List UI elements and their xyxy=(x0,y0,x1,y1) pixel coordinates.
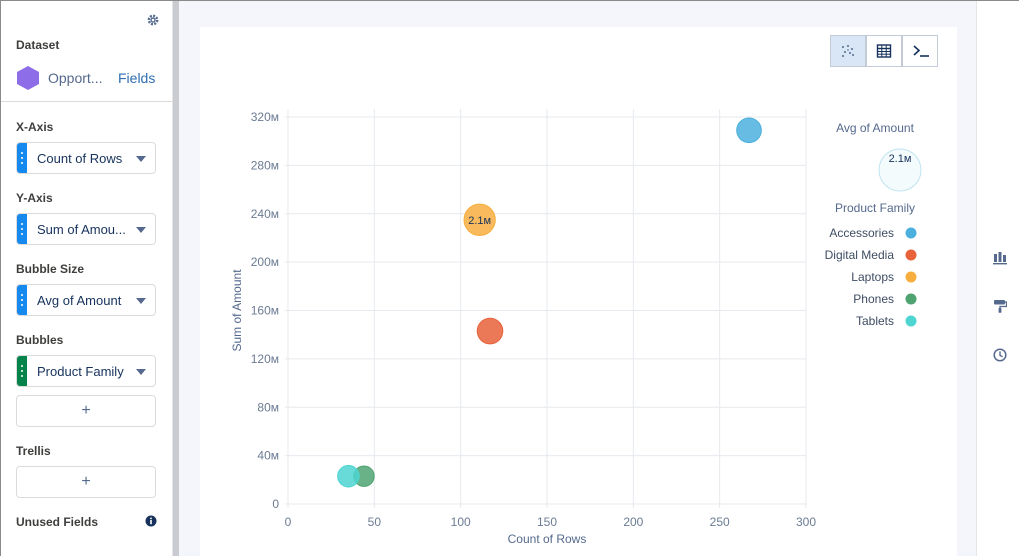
bubble-data-label: 2.1м xyxy=(468,215,491,227)
panel-resize-handle[interactable] xyxy=(173,1,179,556)
table-view-button[interactable] xyxy=(866,35,902,67)
x-tick-label: 100 xyxy=(451,515,471,529)
query-editor-icon xyxy=(913,45,929,57)
view-toolbar xyxy=(830,35,938,67)
x-tick-label: 200 xyxy=(623,515,643,529)
x-tick-label: 0 xyxy=(285,515,292,529)
legend-swatch xyxy=(905,271,917,283)
legend-swatch xyxy=(905,293,917,305)
legend-label: Phones xyxy=(853,292,894,306)
chart-card xyxy=(200,27,957,556)
x-axis-label: X-Axis xyxy=(16,120,54,134)
y-axis-title: Sum of Amount xyxy=(230,269,244,352)
y-tick-label: 80м xyxy=(257,400,279,414)
y-tick-label: 160м xyxy=(251,304,279,318)
y-tick-label: 0 xyxy=(272,497,279,511)
table-view-icon xyxy=(876,44,892,58)
bubble-laptops xyxy=(463,203,496,236)
format-paint-icon[interactable] xyxy=(993,299,1007,313)
add-bubbles-button[interactable]: + xyxy=(16,395,156,427)
history-icon[interactable] xyxy=(993,348,1007,362)
y-axis-label: Y-Axis xyxy=(16,191,53,205)
query-editor-button[interactable] xyxy=(902,35,938,67)
legend-label: Laptops xyxy=(851,270,894,284)
legend-swatch xyxy=(905,227,917,239)
y-axis-pill[interactable]: Sum of Amou... xyxy=(16,213,156,245)
chevron-down-icon[interactable] xyxy=(136,298,146,304)
x-tick-label: 50 xyxy=(368,515,382,529)
dataset-name[interactable]: Opport... xyxy=(48,70,103,86)
x-axis-pill[interactable]: Count of Rows xyxy=(16,142,156,174)
y-tick-label: 320м xyxy=(251,110,279,124)
chart-view-icon xyxy=(842,45,854,57)
drag-handle-icon[interactable] xyxy=(17,143,27,173)
bubbles-label: Bubbles xyxy=(16,333,64,347)
bubble-tablets xyxy=(337,464,360,488)
query-builder-panel: Dataset Opport... Fields X-Axis Count of… xyxy=(1,1,173,556)
y-tick-label: 120м xyxy=(251,352,279,366)
dataset-label: Dataset xyxy=(16,38,60,52)
legend-swatch xyxy=(905,249,917,261)
chevron-down-icon[interactable] xyxy=(136,227,146,233)
size-legend-title: Avg of Amount xyxy=(836,121,914,135)
bubble-digital-media xyxy=(476,317,504,345)
unused-fields-label: Unused Fields xyxy=(16,515,99,529)
legend-title: Product Family xyxy=(835,201,915,215)
drag-handle-icon[interactable] xyxy=(17,285,27,315)
bubble-size-label: Bubble Size xyxy=(16,262,85,276)
y-tick-label: 280м xyxy=(251,158,279,172)
size-legend-bubble xyxy=(878,148,922,192)
trellis-label: Trellis xyxy=(16,444,51,458)
drag-handle-icon[interactable] xyxy=(17,214,27,244)
dataset-row: Opport... Fields xyxy=(16,65,166,91)
bubbles-pill[interactable]: Product Family xyxy=(16,355,156,387)
chart-type-icon[interactable] xyxy=(993,251,1007,265)
bubble-chart: 0 50 100 150 200 250 300 0 40м 80м 120м 160м 200м 240… xyxy=(230,109,922,546)
drag-handle-icon[interactable] xyxy=(17,356,27,386)
size-legend-value: 2.1м xyxy=(889,153,912,165)
x-tick-label: 300 xyxy=(796,515,816,529)
x-axis-value: Count of Rows xyxy=(37,151,123,166)
dataset-hexagon-icon xyxy=(17,66,39,90)
bubble-size-pill[interactable]: Avg of Amount xyxy=(16,284,156,316)
divider xyxy=(1,101,173,102)
gear-icon[interactable] xyxy=(146,13,160,27)
chevron-down-icon[interactable] xyxy=(136,369,146,375)
right-rail xyxy=(976,1,1019,556)
y-tick-label: 40м xyxy=(257,449,279,463)
legend-swatch xyxy=(905,315,917,327)
info-icon[interactable] xyxy=(145,515,157,527)
y-tick-label: 200м xyxy=(251,255,279,269)
add-trellis-button[interactable]: + xyxy=(16,466,156,498)
y-tick-label: 240м xyxy=(251,207,279,221)
legend-label: Tablets xyxy=(856,314,894,328)
chart-view-button[interactable] xyxy=(830,35,866,67)
legend-label: Accessories xyxy=(829,226,894,240)
bubbles-value: Product Family xyxy=(37,364,124,379)
chevron-down-icon[interactable] xyxy=(136,156,146,162)
bubble-accessories xyxy=(736,117,762,144)
y-axis-value: Sum of Amou... xyxy=(37,222,126,237)
x-tick-label: 150 xyxy=(537,515,557,529)
bubble-size-value: Avg of Amount xyxy=(37,293,122,308)
fields-link[interactable]: Fields xyxy=(118,70,156,86)
legend-label: Digital Media xyxy=(825,248,895,262)
x-tick-label: 250 xyxy=(710,515,730,529)
x-axis-title: Count of Rows xyxy=(508,532,587,546)
